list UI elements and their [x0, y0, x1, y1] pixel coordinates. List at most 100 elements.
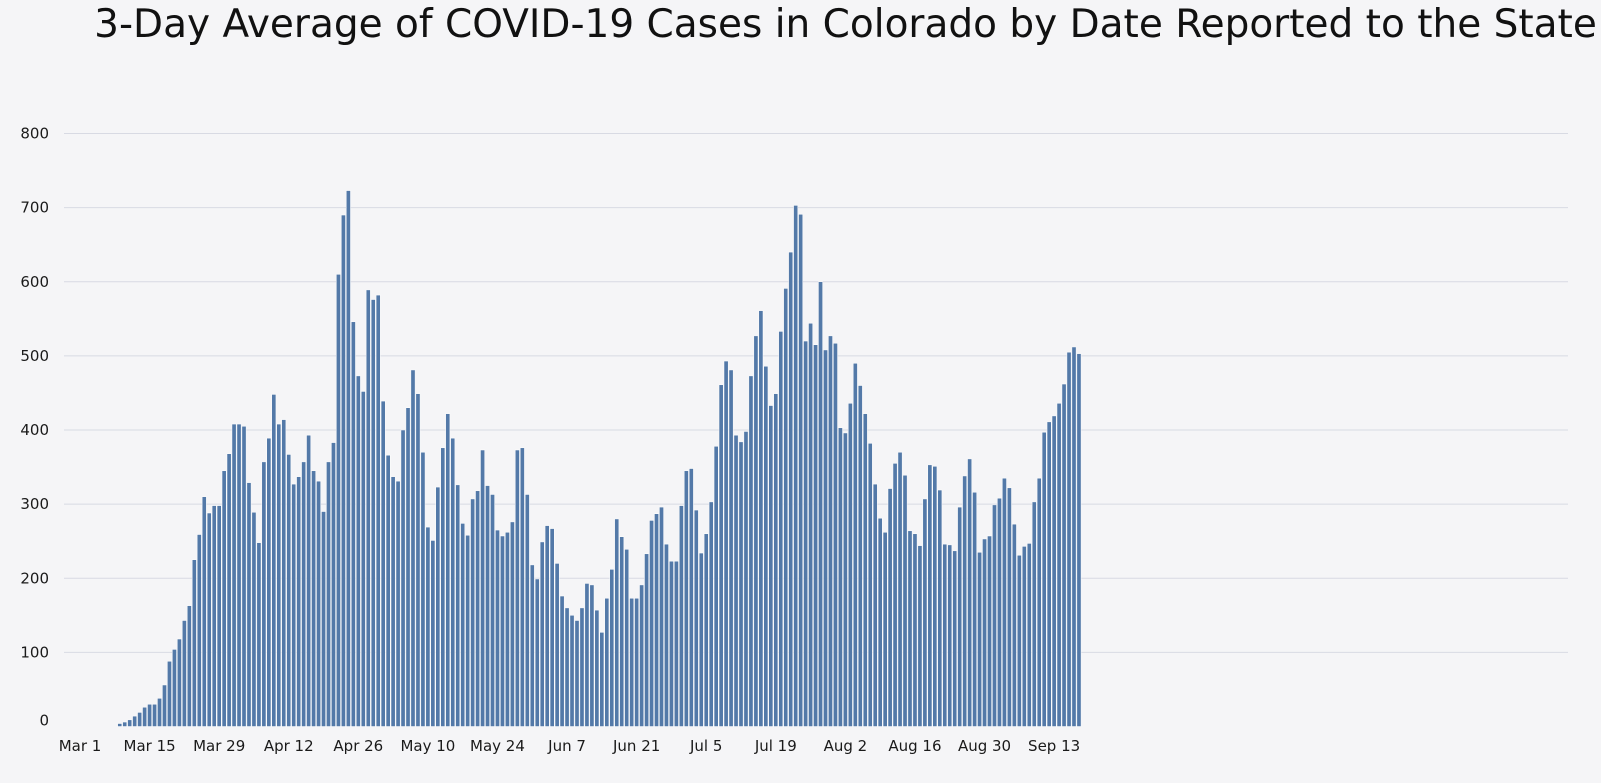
bar — [703, 533, 709, 727]
x-tick-label: Apr 12 — [264, 737, 314, 755]
bar — [529, 564, 535, 727]
bar — [400, 429, 406, 727]
y-tick-label: 100 — [20, 643, 49, 661]
y-tick-label: 0 — [39, 712, 49, 730]
bar — [997, 497, 1002, 727]
bar — [455, 484, 461, 727]
bar — [216, 505, 222, 727]
bar — [510, 521, 515, 727]
bar — [172, 649, 177, 727]
bar — [614, 518, 620, 727]
bar — [977, 552, 982, 727]
bar — [296, 476, 302, 727]
bar — [1046, 421, 1052, 727]
bar — [475, 490, 480, 727]
bar — [117, 723, 123, 727]
bar — [460, 523, 466, 727]
x-axis-ticks: Mar 1 Mar 15 Mar 29 Apr 12 Apr 26 May 10 May 2… — [59, 737, 1081, 755]
bar — [132, 715, 138, 727]
bar — [341, 214, 346, 727]
bar — [286, 454, 292, 727]
bar — [321, 511, 326, 727]
bar — [664, 543, 669, 727]
bar — [669, 560, 674, 727]
bar — [390, 476, 396, 727]
bar — [683, 470, 689, 727]
bar — [723, 360, 729, 727]
y-axis-ticks: 0 100 200 300 400 500 600 700 800 — [20, 125, 49, 730]
bar — [942, 543, 948, 727]
bar — [1002, 477, 1007, 727]
bar — [813, 344, 818, 727]
bar — [659, 506, 664, 727]
x-tick-label: Sep 13 — [1028, 737, 1080, 755]
bar — [579, 607, 585, 727]
bar — [902, 474, 908, 727]
bar — [311, 470, 316, 727]
x-tick-label: Aug 30 — [958, 737, 1011, 755]
bar — [1012, 523, 1017, 727]
x-tick-label: May 10 — [400, 737, 455, 755]
bar — [778, 331, 784, 727]
bar — [162, 684, 167, 727]
bar — [823, 349, 828, 727]
bar — [137, 712, 142, 727]
chart-title: 3-Day Average of COVID-19 Cases in Color… — [94, 2, 1597, 47]
bar — [604, 598, 610, 727]
bar — [987, 535, 992, 727]
bar — [301, 461, 306, 727]
bar — [1056, 403, 1062, 727]
bar — [887, 488, 893, 727]
bar — [395, 480, 401, 727]
bar — [515, 449, 520, 727]
bar — [177, 638, 182, 727]
bar — [962, 475, 968, 727]
bar — [430, 540, 436, 727]
bar — [947, 544, 953, 727]
bar — [733, 434, 739, 727]
bar — [251, 512, 257, 727]
bar — [584, 583, 590, 727]
bar — [972, 492, 977, 727]
bar — [1007, 487, 1012, 727]
bar — [375, 294, 381, 727]
bar — [1026, 543, 1032, 727]
bar — [788, 251, 794, 727]
bar — [743, 431, 749, 727]
bar — [490, 494, 495, 727]
x-tick-label: Apr 26 — [333, 737, 383, 755]
bar — [867, 443, 873, 727]
bar — [574, 620, 580, 727]
bar — [1071, 346, 1077, 727]
bar — [852, 363, 858, 727]
x-tick-label: Jun 21 — [612, 737, 660, 755]
bar — [693, 509, 699, 727]
bar — [619, 536, 625, 727]
bar — [932, 466, 938, 727]
bar — [127, 719, 133, 727]
y-tick-label: 400 — [20, 421, 49, 439]
bar — [152, 704, 157, 727]
bar — [688, 468, 694, 727]
bar — [937, 489, 943, 727]
bar — [1051, 415, 1057, 727]
bar — [629, 598, 635, 727]
bar — [355, 375, 361, 727]
bar — [728, 369, 734, 727]
x-tick-label: Mar 15 — [124, 737, 176, 755]
bar — [276, 423, 282, 727]
bar — [167, 661, 172, 727]
bar — [261, 461, 267, 727]
y-tick-label: 200 — [20, 569, 49, 587]
bar — [346, 190, 351, 727]
bar — [231, 423, 237, 727]
bar — [405, 407, 411, 727]
bar — [639, 584, 644, 727]
bar — [291, 483, 297, 727]
bar — [967, 458, 972, 727]
bar — [882, 532, 888, 727]
bar — [713, 446, 719, 727]
bar — [505, 532, 510, 727]
bar — [470, 498, 475, 727]
